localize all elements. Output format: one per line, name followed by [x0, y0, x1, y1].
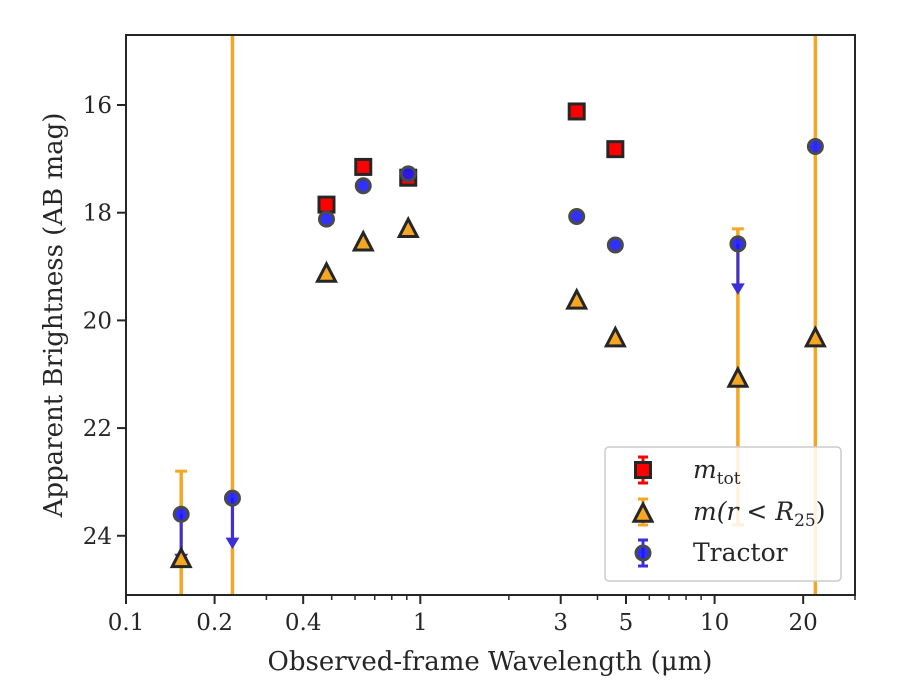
x-axis-label: Observed-frame Wavelength (μm)	[268, 647, 713, 677]
legend-label-main: Tractor	[693, 538, 788, 567]
legend-mtot-marker	[634, 461, 652, 479]
mr25-point	[565, 287, 589, 310]
marker-layer	[169, 102, 827, 569]
y-tick-label: 18	[83, 201, 112, 227]
mr25-point	[803, 325, 827, 348]
legend: mtot m(r < R25) Tractor	[604, 446, 842, 582]
y-axis: 16 18 20 22 24	[83, 93, 126, 550]
x-tick-label: 10	[700, 610, 729, 636]
x-tick-label: 20	[789, 610, 818, 636]
legend-box	[604, 446, 842, 582]
x-tick-label: 5	[619, 610, 634, 636]
x-tick-label: 0.2	[196, 610, 233, 636]
tractor-point	[223, 489, 241, 507]
mtot-point	[606, 140, 625, 159]
x-tick-label: 0.1	[108, 610, 145, 636]
x-tick-label: 0.4	[285, 610, 322, 636]
legend-label: Tractor	[693, 538, 788, 567]
mr25-point	[169, 546, 193, 569]
mr25-point	[351, 229, 375, 252]
legend-label-main: m	[693, 455, 717, 484]
x-tick-label: 3	[553, 610, 568, 636]
y-axis-label: Apparent Brightness (AB mag)	[39, 113, 69, 519]
x-tick-label: 1	[413, 610, 428, 636]
legend-label-main: m(r < R	[693, 497, 794, 526]
mr25-point	[603, 325, 627, 348]
mr25-point	[726, 365, 750, 388]
mr25-point	[396, 215, 420, 239]
tractor-point	[317, 210, 335, 228]
mtot-point	[567, 102, 586, 121]
tractor-point	[568, 207, 586, 225]
legend-label-sub: 25	[794, 511, 816, 531]
tractor-point	[806, 137, 824, 155]
tractor-point	[172, 505, 190, 523]
tractor-point	[606, 236, 624, 254]
y-tick-label: 24	[83, 524, 112, 550]
legend-mr25-marker	[631, 500, 655, 523]
legend-label: mtot	[693, 455, 741, 489]
x-axis: 0.1 0.2 0.4 1 3 5 10 20	[108, 595, 856, 636]
tractor-point	[729, 235, 747, 253]
legend-label: m(r < R25)	[693, 497, 825, 531]
tractor-upper-limit-arrow-head	[225, 537, 240, 550]
legend-tractor-marker	[634, 544, 652, 562]
plot-frame	[125, 34, 856, 596]
tractor-upper-limit-arrow-head	[731, 283, 745, 295]
y-tick-label: 16	[83, 93, 112, 119]
mr25-point	[315, 260, 338, 283]
legend-label-sub: tot	[717, 469, 741, 489]
y-tick-label: 22	[83, 416, 112, 442]
y-tick-label: 20	[83, 308, 112, 334]
mtot-point	[317, 195, 336, 214]
legend-label-suffix: )	[816, 497, 826, 526]
mtot-point	[354, 157, 373, 176]
tractor-point	[354, 177, 372, 195]
tractor-point	[399, 165, 417, 183]
